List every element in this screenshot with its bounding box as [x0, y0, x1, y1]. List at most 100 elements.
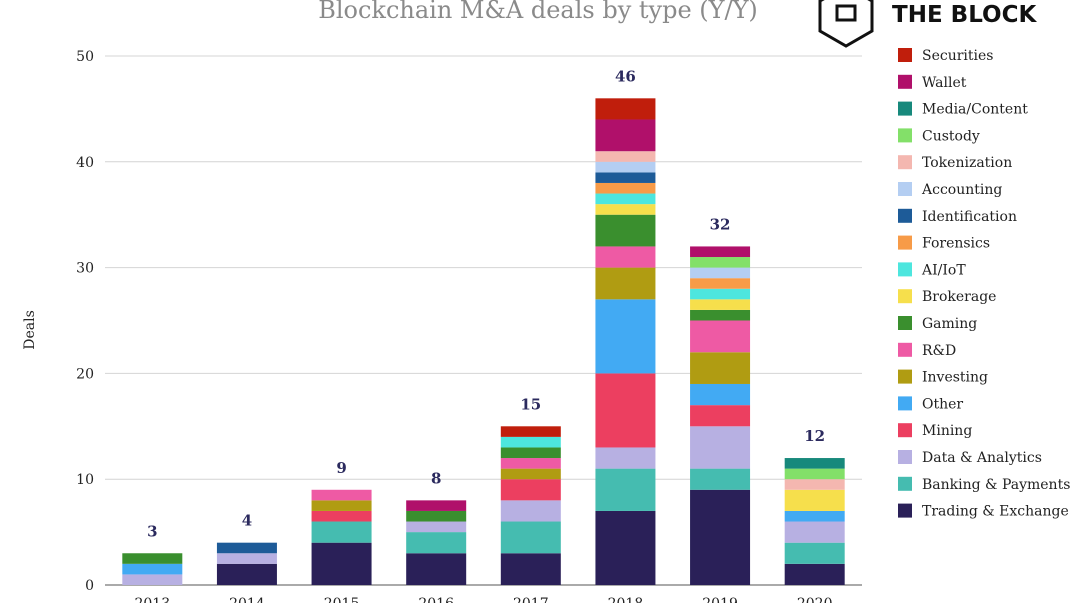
- chart-title: Blockchain M&A deals by type (Y/Y): [318, 0, 758, 24]
- y-tick-label: 50: [76, 49, 94, 65]
- bar-segment: [500, 426, 561, 437]
- bar-segment: [784, 479, 845, 490]
- bar-segment: [690, 352, 751, 384]
- legend-label: Trading & Exchange: [922, 504, 1069, 520]
- bar-segment: [595, 510, 656, 585]
- bar-segment: [595, 98, 656, 120]
- bar-segment: [216, 563, 277, 585]
- y-tick-label: 20: [76, 366, 94, 382]
- bar-segment: [690, 278, 751, 289]
- bar-total-label: 12: [804, 427, 825, 445]
- bar-segment: [784, 521, 845, 543]
- bar-segment: [406, 521, 467, 533]
- legend-swatch: [898, 316, 912, 330]
- brand-logo: [818, 0, 874, 48]
- legend-label: R&D: [922, 343, 956, 359]
- y-tick-label: 40: [76, 155, 94, 171]
- legend-swatch: [898, 74, 912, 89]
- legend-swatch: [898, 155, 912, 170]
- bar-segment: [690, 288, 751, 300]
- legend-label: Forensics: [922, 236, 990, 252]
- bar-segment: [595, 204, 656, 215]
- legend-swatch: [898, 503, 912, 518]
- bar-segment: [216, 542, 277, 554]
- bar-segment: [690, 320, 751, 353]
- legend-swatch: [898, 48, 912, 62]
- x-tick-label: 2016: [418, 596, 454, 603]
- legend-label: Identification: [922, 209, 1017, 225]
- x-tick-label: 2013: [134, 596, 170, 603]
- legend-label: Custody: [922, 128, 980, 144]
- bar-segment: [500, 458, 561, 469]
- legend-label: AI/IoT: [921, 262, 966, 278]
- legend-swatch: [898, 101, 912, 116]
- bar-segment: [406, 553, 467, 585]
- legend-swatch: [898, 182, 912, 196]
- legend-label: Brokerage: [922, 289, 996, 305]
- x-tick-label: 2020: [797, 596, 833, 603]
- bar-total-label: 32: [710, 215, 731, 233]
- legend-label: Investing: [922, 370, 988, 386]
- bar-segment: [690, 426, 751, 469]
- bar-segment: [784, 563, 845, 585]
- bar-segment: [784, 458, 845, 469]
- bar-segment: [595, 246, 656, 268]
- x-tick-label: 2017: [513, 596, 549, 603]
- y-tick-label: 30: [76, 261, 94, 277]
- x-tick-label: 2014: [229, 596, 265, 603]
- bar-segment: [595, 214, 656, 247]
- x-tick-label: 2019: [702, 596, 738, 603]
- y-tick-label: 0: [85, 578, 94, 594]
- bar-total-label: 4: [242, 512, 252, 530]
- legend-swatch: [898, 128, 912, 143]
- legend: Securities Wallet Media/Content Custody Toke…: [898, 48, 1070, 520]
- legend-label: Mining: [922, 423, 972, 439]
- y-ticks: 0 10 20 30 40 50: [76, 49, 94, 594]
- bar-segment: [122, 574, 183, 585]
- bar-segment: [122, 563, 183, 575]
- bar-segment: [690, 257, 751, 268]
- x-tick-label: 2015: [324, 596, 360, 603]
- legend-label: Data & Analytics: [922, 450, 1042, 466]
- bar-segment: [311, 521, 372, 543]
- bar-segment: [595, 151, 656, 162]
- bar-segment: [595, 182, 656, 194]
- legend-swatch: [898, 342, 912, 357]
- bar-segment: [784, 489, 845, 511]
- legend-label: Tokenization: [922, 155, 1012, 171]
- bar-segment: [595, 447, 656, 469]
- bar-segment: [690, 299, 751, 310]
- legend-swatch: [898, 476, 912, 491]
- bar-segment: [311, 542, 372, 585]
- bar-segment: [595, 373, 656, 448]
- legend-swatch: [898, 235, 912, 250]
- legend-swatch: [898, 450, 912, 464]
- legend-swatch: [898, 369, 912, 384]
- bar-total-label: 9: [336, 459, 346, 477]
- y-tick-label: 10: [76, 472, 94, 488]
- bar-segment: [500, 447, 561, 459]
- bar-segment: [690, 468, 751, 490]
- legend-label: Wallet: [922, 75, 967, 91]
- bar-segment: [122, 553, 183, 564]
- bar-segment: [690, 267, 751, 279]
- bar-segment: [500, 468, 561, 480]
- bar-segment: [784, 468, 845, 480]
- bar-segment: [500, 479, 561, 501]
- bar-segment: [406, 500, 467, 511]
- legend-swatch: [898, 423, 912, 438]
- bar-total-label: 3: [147, 522, 157, 540]
- bar-segment: [690, 309, 751, 321]
- bar-segment: [311, 500, 372, 511]
- bar-total-label: 46: [615, 67, 636, 85]
- legend-label: Other: [922, 396, 963, 412]
- bar-segment: [690, 405, 751, 427]
- bar-total-label: 15: [520, 395, 541, 413]
- bar-segment: [500, 436, 561, 448]
- bar-segment: [216, 553, 277, 564]
- legend-swatch: [898, 208, 912, 223]
- bar-segment: [595, 161, 656, 173]
- bar-segment: [784, 542, 845, 564]
- y-axis-label: Deals: [22, 310, 38, 350]
